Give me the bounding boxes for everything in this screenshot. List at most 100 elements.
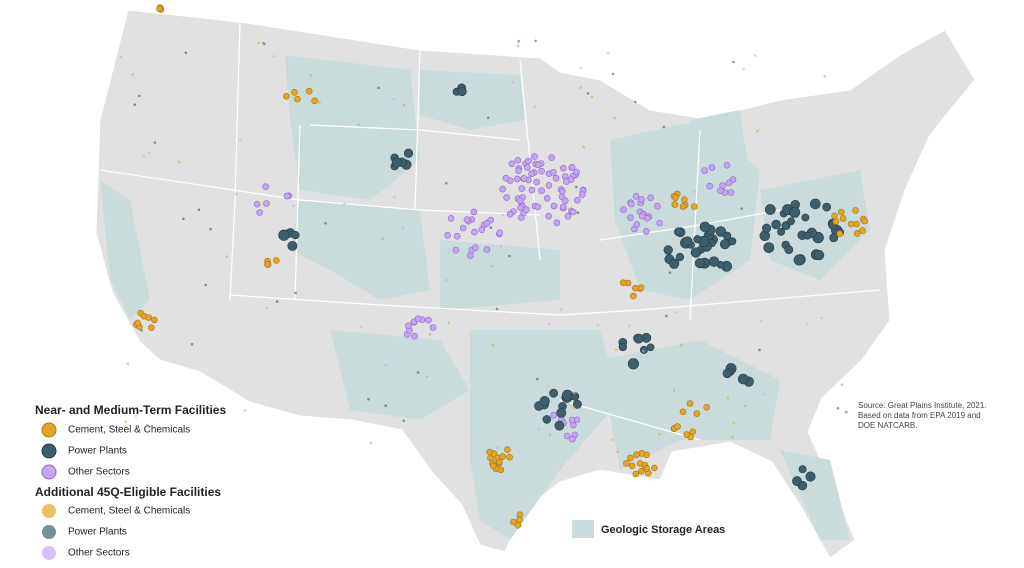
facility [272, 257, 280, 264]
facility [822, 202, 832, 212]
facility-small [384, 363, 388, 367]
facility-small [134, 414, 138, 417]
facility-small [674, 311, 677, 314]
facility [561, 197, 569, 205]
facility [305, 87, 313, 95]
facility [543, 195, 551, 202]
facility [515, 167, 522, 174]
facility [411, 332, 418, 340]
facility-small [658, 432, 661, 436]
facility [798, 465, 807, 474]
facility [497, 466, 505, 474]
facility-small [138, 94, 141, 98]
facility-small [579, 66, 583, 70]
facility [429, 324, 437, 331]
facility-small [499, 244, 503, 248]
facility [262, 183, 269, 190]
facility-small [124, 420, 127, 424]
facility [550, 202, 558, 210]
facility [682, 236, 693, 247]
facility [763, 242, 775, 253]
legend-symbol [41, 464, 57, 480]
facility-small [536, 377, 539, 381]
facility [513, 175, 521, 183]
facility [708, 256, 720, 267]
facility-small [234, 192, 238, 196]
facility-small [402, 419, 406, 423]
facility-small [445, 278, 448, 282]
facility [578, 191, 586, 198]
facility-small [743, 404, 747, 408]
facility-small [611, 72, 615, 76]
facility [414, 315, 422, 323]
facility [444, 232, 451, 239]
facility [638, 196, 645, 203]
facility [771, 219, 781, 230]
facility [550, 169, 557, 176]
facility [573, 168, 580, 176]
facility [728, 237, 737, 246]
facility [539, 396, 550, 407]
facility [156, 5, 163, 13]
facility-small [147, 151, 151, 154]
facility [627, 454, 634, 462]
facility [425, 316, 432, 324]
facility [690, 203, 698, 210]
facility-small [272, 55, 276, 58]
facility-small [486, 116, 490, 120]
facility-small [613, 116, 617, 120]
facility [703, 403, 711, 411]
facility [531, 153, 538, 160]
facility-small [517, 40, 520, 43]
facility-small [559, 308, 563, 311]
legend-item: Power Plants [68, 527, 127, 538]
facility-small [491, 343, 495, 347]
facility-small [153, 141, 157, 144]
facility [506, 453, 513, 461]
facility [459, 224, 467, 232]
facility [789, 206, 801, 218]
legend-symbol [42, 525, 56, 539]
facility-small [343, 202, 346, 206]
facility [568, 416, 576, 424]
facility [813, 249, 825, 261]
legend-item: Cement, Steel & Chemicals [68, 506, 190, 517]
legend-item: Cement, Steel & Chemicals [68, 425, 190, 436]
facility-small [756, 129, 759, 133]
facility [572, 399, 582, 409]
source: Based on data from EPA 2019 and [858, 411, 981, 420]
facility [632, 470, 640, 478]
facility [618, 342, 627, 352]
facility-small [490, 265, 494, 268]
facility-small [324, 222, 327, 225]
facility [706, 182, 714, 190]
facility [630, 292, 637, 300]
facility-small [586, 92, 590, 95]
facility [638, 212, 646, 220]
facility [836, 230, 844, 237]
facility [499, 453, 507, 460]
facility [520, 175, 528, 182]
facility [510, 518, 517, 526]
facility-small [692, 190, 696, 193]
facility [715, 226, 727, 237]
facility-small [444, 181, 448, 185]
facility-small [367, 397, 370, 401]
facility [518, 185, 526, 192]
facility [680, 196, 688, 203]
facility-small [680, 343, 683, 347]
legend-item: Other Sectors [68, 548, 130, 559]
facility [679, 408, 687, 416]
facility [517, 204, 525, 211]
facility [623, 460, 630, 467]
facility-small [760, 319, 763, 323]
facility-small [726, 396, 730, 400]
facility [674, 227, 683, 236]
facility [839, 215, 847, 222]
facility [453, 232, 461, 240]
facility [403, 148, 414, 158]
facility-small [642, 286, 646, 290]
facility [514, 157, 522, 164]
facility [569, 208, 577, 216]
